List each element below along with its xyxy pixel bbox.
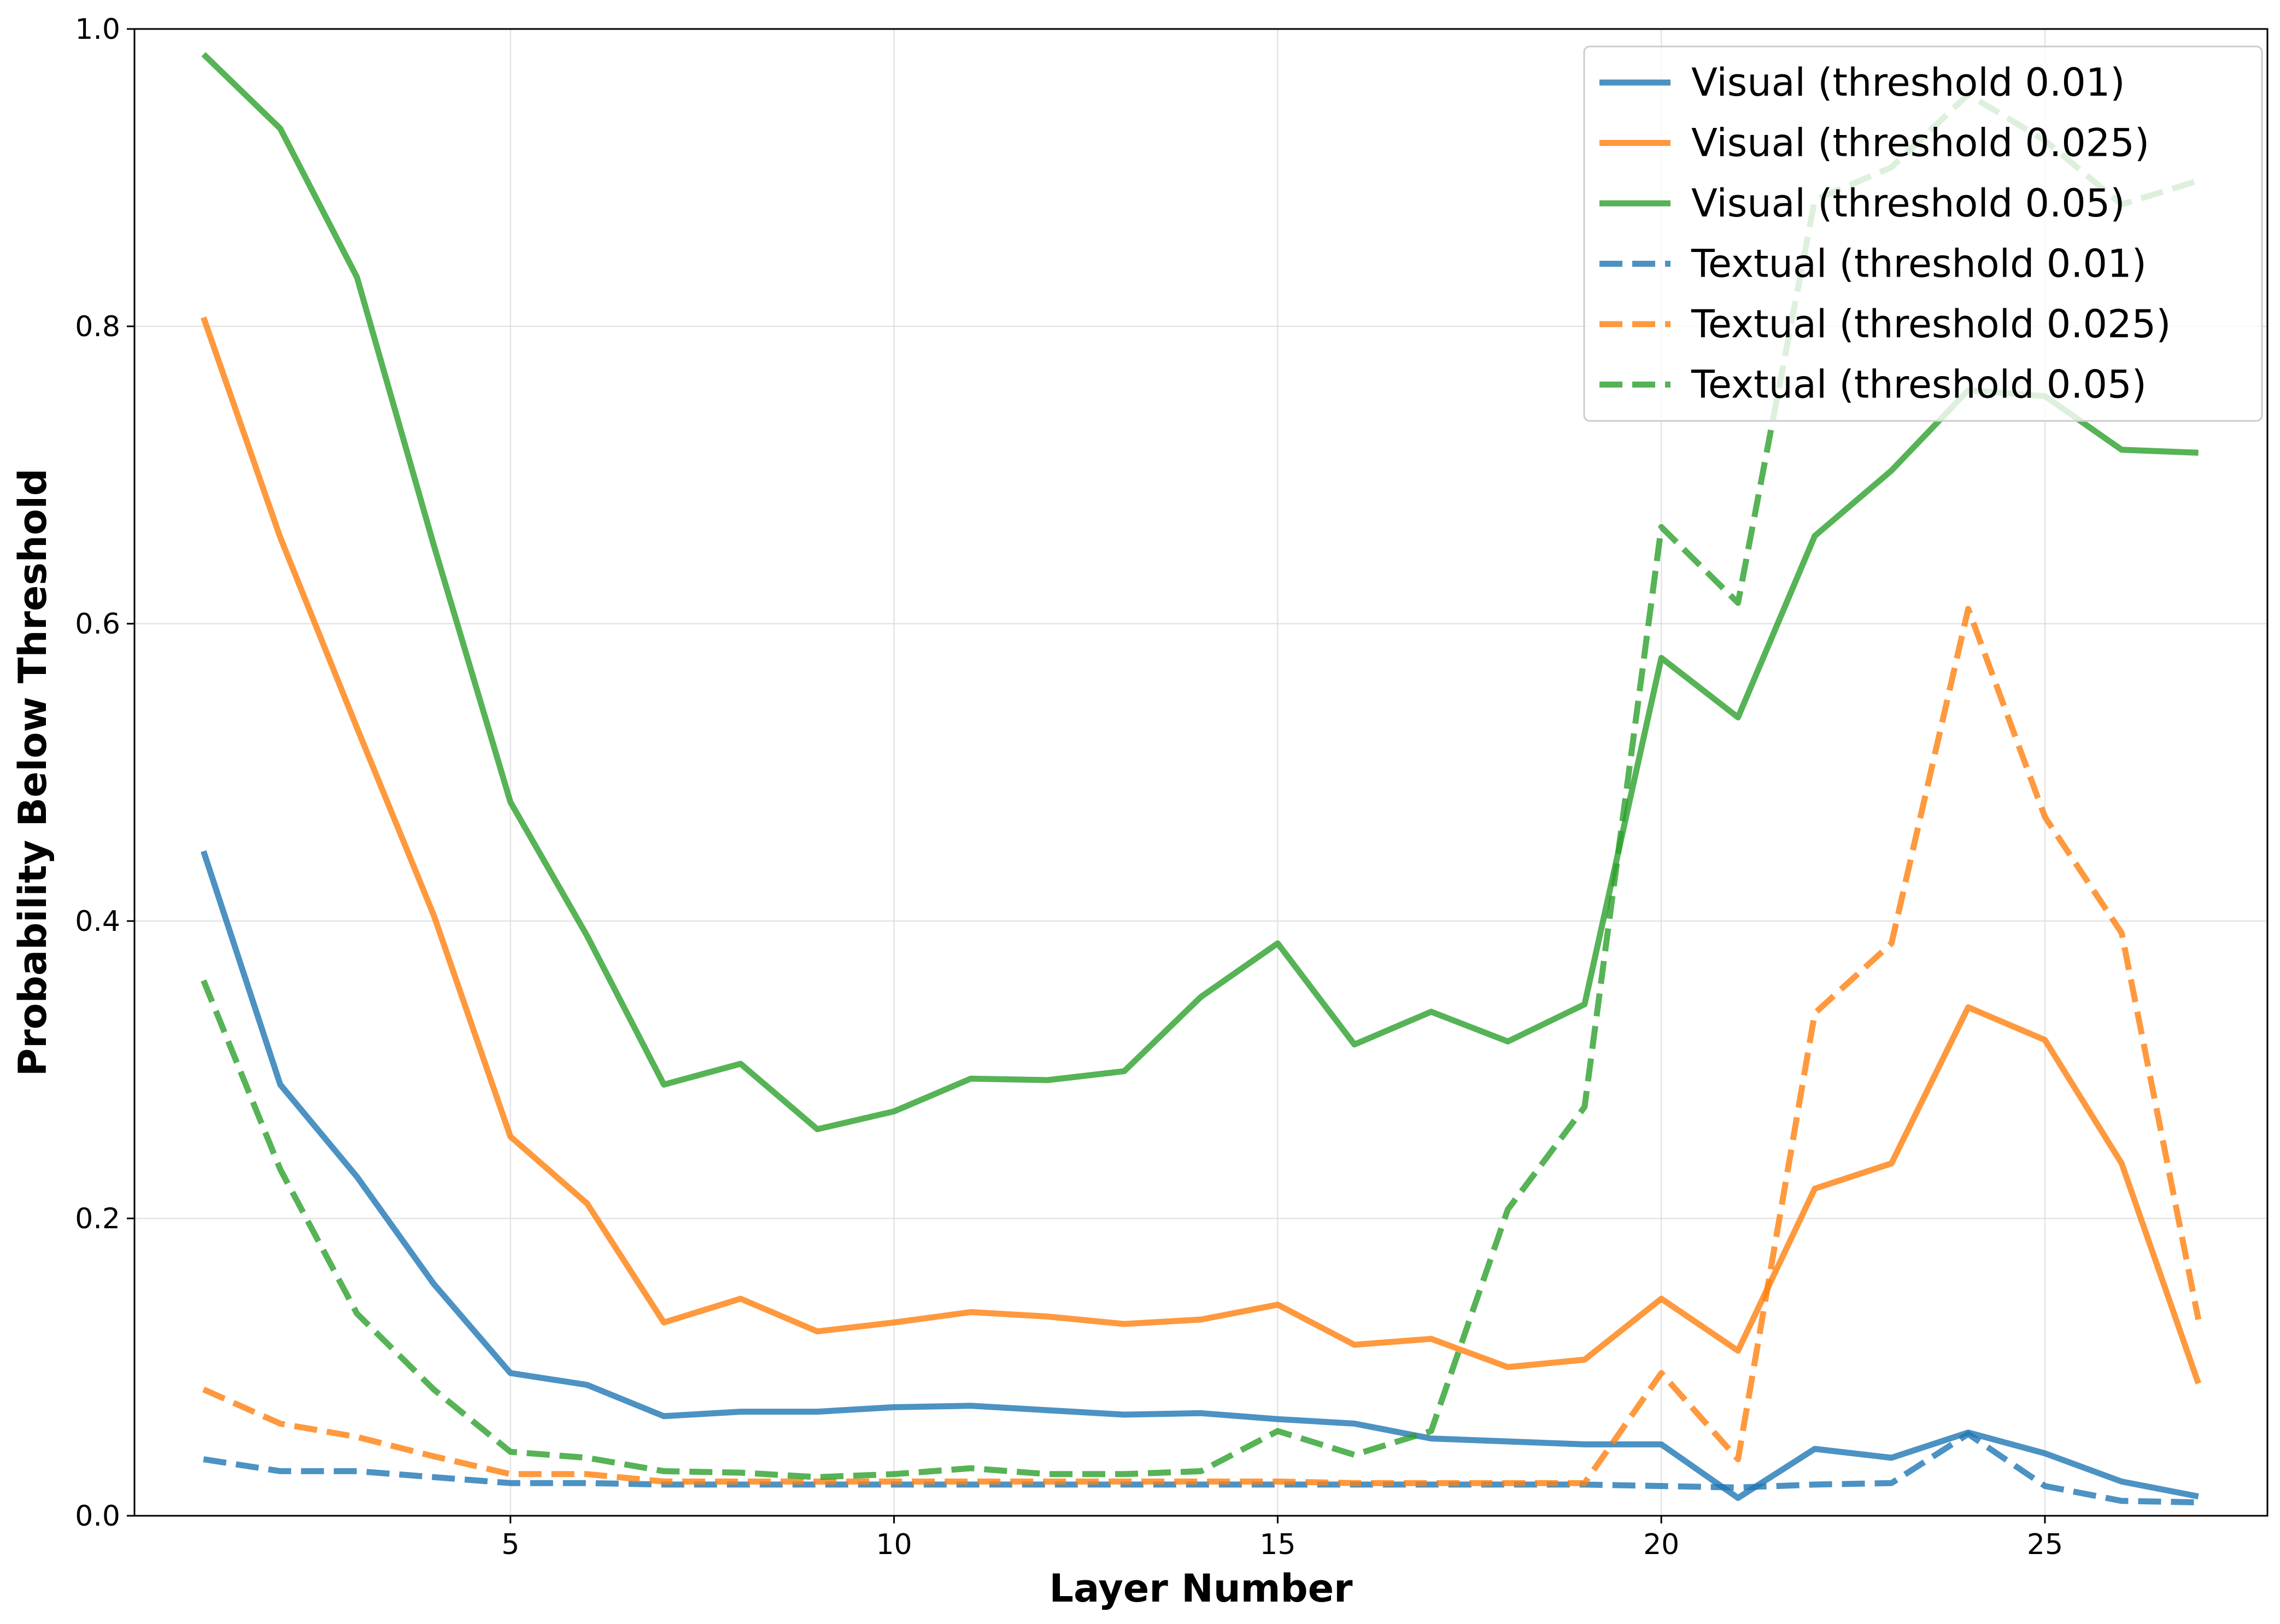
y-tick-label: 0.2	[75, 1203, 120, 1235]
axis-ticks: 5 10 15 20 25 0.0 0.2 0.4 0.6 0.8 1.0	[75, 13, 2063, 1561]
y-tick-label: 0.4	[75, 905, 120, 938]
legend-label: Textual (threshold 0.025)	[1691, 302, 2171, 347]
x-tick-label: 5	[501, 1528, 519, 1561]
plot-area-frame	[133, 28, 2269, 1517]
x-tick-label: 10	[876, 1528, 912, 1561]
x-tick-label: 25	[2027, 1528, 2063, 1561]
y-tick-label: 0.6	[75, 608, 120, 641]
y-tick-label: 1.0	[75, 13, 120, 46]
legend-label: Visual (threshold 0.01)	[1691, 60, 2125, 105]
series-line-visual-threshold-0-025	[201, 316, 2201, 1385]
legend: Visual (threshold 0.01) Visual (threshold…	[1583, 45, 2263, 422]
series-line-visual-threshold-0-05	[201, 52, 2199, 1133]
legend-label: Visual (threshold 0.025)	[1691, 121, 2149, 166]
legend-box	[1583, 45, 2263, 422]
series-line-visual-threshold-0-01	[201, 850, 2199, 1501]
y-tick-label: 0.8	[75, 310, 120, 343]
series-line-textual-threshold-0-01	[203, 1430, 2199, 1505]
legend-label: Textual (threshold 0.01)	[1691, 242, 2147, 286]
legend-label: Visual (threshold 0.05)	[1691, 181, 2125, 226]
series-line-textual-threshold-0-025	[202, 606, 2202, 1486]
y-tick-label: 0.0	[75, 1500, 120, 1533]
x-tick-label: 20	[1643, 1528, 1679, 1561]
x-tick-label: 15	[1259, 1528, 1296, 1561]
y-axis-title: Probability Below Threshold	[10, 468, 55, 1076]
legend-label: Textual (threshold 0.05)	[1691, 362, 2147, 407]
x-axis-title: Layer Number	[1049, 1566, 1353, 1611]
